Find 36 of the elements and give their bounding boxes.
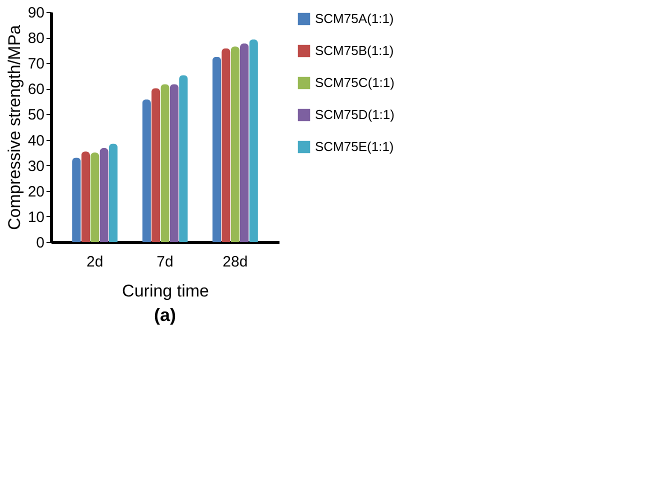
bar (222, 48, 230, 242)
y-axis-title: Compressive strength/MPa (4, 24, 24, 230)
text: (a) (154, 305, 176, 325)
bar (170, 84, 179, 242)
y-tick-label: 90 (28, 4, 44, 22)
legend-label: SCM75B(1:1) (315, 43, 394, 58)
bar (72, 158, 81, 242)
x-tick-label: 2d (86, 254, 104, 270)
x-tick-label: 28d (222, 254, 248, 270)
y-tick-label: 60 (28, 81, 44, 98)
bar (90, 152, 100, 242)
y-tick-label: 10 (28, 208, 44, 226)
bar (81, 152, 90, 242)
bar (142, 99, 151, 242)
y-tick-label: 0 (36, 234, 44, 252)
bar (100, 148, 108, 242)
legend-label: SCM75C(1:1) (315, 75, 394, 90)
bar (249, 39, 258, 242)
y-tick-label: 20 (28, 183, 44, 200)
bar (160, 84, 170, 242)
y-tick-label: 70 (28, 56, 44, 73)
y-tick-label: 50 (28, 106, 44, 124)
bar (151, 88, 160, 242)
legend-label: SCM75E(1:1) (315, 139, 394, 154)
x-axis-title: Curing time (122, 282, 209, 300)
bar (240, 43, 249, 242)
x-tick-label: 7d (156, 254, 174, 270)
legend-label: SCM75A(1:1) (315, 11, 394, 26)
y-tick-label: 80 (28, 30, 44, 48)
y-tick-label: 30 (28, 158, 44, 175)
legend-label: SCM75D(1:1) (315, 107, 394, 122)
bar (230, 46, 240, 242)
bar (108, 144, 118, 242)
bar (212, 56, 222, 242)
y-tick-label: 40 (28, 132, 44, 150)
bar (179, 75, 188, 242)
